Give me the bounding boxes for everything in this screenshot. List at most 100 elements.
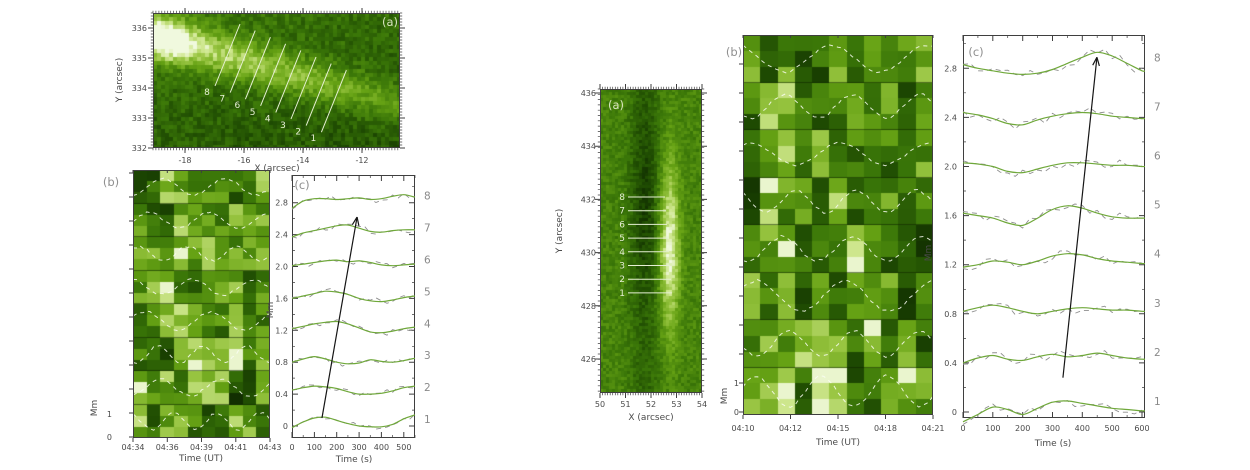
x-axis-label: Time (s): [335, 455, 373, 465]
slit-number: 6: [235, 101, 241, 111]
propagation-arrow-head: [1096, 57, 1100, 67]
curve-number: 4: [424, 318, 431, 330]
light-curve-smooth: [962, 111, 1146, 126]
axis-major-ticks: [739, 35, 934, 419]
x-axis-label: X (arcsec): [628, 413, 673, 423]
axis-minor-ticks: [292, 175, 416, 438]
y-axis-label: Mm: [924, 245, 934, 262]
tick-label: 04:34: [121, 443, 144, 452]
panel-label-c: (c): [294, 178, 309, 192]
slit-number: 7: [619, 207, 625, 217]
x-axis-label: Time (UT): [178, 454, 223, 464]
tick-label: 04:43: [258, 443, 281, 452]
tick-label: 434: [581, 142, 596, 151]
tick-label: 1.2: [944, 261, 957, 270]
axis-minor-ticks: [150, 10, 403, 151]
tick-label: 200: [1015, 424, 1030, 433]
tick-label: 2.4: [944, 113, 957, 122]
tick-label: 333: [132, 114, 147, 123]
light-curve-raw-dashed: [962, 203, 1143, 229]
tick-label: 300: [1045, 424, 1060, 433]
curve-number: 5: [424, 286, 431, 298]
tick-label: 2.8: [944, 64, 957, 73]
tick-label: 500: [1105, 424, 1120, 433]
curve-number: 3: [424, 350, 431, 362]
slit-number: 3: [619, 262, 625, 272]
tick-label: 0: [107, 433, 112, 442]
tick-label: -16: [237, 156, 250, 165]
curve-number: 7: [1154, 101, 1161, 113]
tick-label: 500: [396, 443, 411, 452]
slit-number: 6: [619, 220, 625, 230]
slit-number: 4: [619, 248, 625, 258]
tick-label: 200: [329, 443, 344, 452]
light-curve-raw-dashed: [291, 319, 416, 336]
tick-label: 2.4: [275, 231, 288, 240]
slit-number: 8: [619, 193, 625, 203]
tick-label: 51: [620, 400, 630, 409]
oscillation-dashed-track: [132, 278, 271, 297]
y-axis-label: Mm: [266, 302, 276, 319]
tick-label: 1.6: [944, 212, 957, 221]
panel-frame: [292, 175, 415, 438]
panel-label-c: (c): [968, 45, 983, 59]
tick-label: 0: [952, 408, 957, 417]
tick-label: 04:39: [190, 443, 213, 452]
slit-number: 2: [619, 275, 625, 285]
tick-label: 336: [132, 24, 147, 33]
tick-label: 0.8: [275, 358, 288, 367]
axis-major-ticks: [595, 84, 707, 398]
oscillation-dashed-track: [742, 374, 934, 408]
panel-frame: [600, 89, 702, 393]
propagation-arrow: [1062, 57, 1098, 378]
right-context-image: [600, 89, 702, 393]
tick-label: 428: [581, 302, 596, 311]
tick-label: 400: [374, 443, 389, 452]
slit-line: [229, 30, 256, 93]
panel-frame: [133, 170, 270, 438]
oscillation-dashed-track: [742, 188, 934, 214]
tick-label: 04:41: [224, 443, 247, 452]
tick-label: 50: [595, 400, 605, 409]
propagation-arrow: [321, 216, 358, 419]
light-curve-raw-dashed: [291, 414, 416, 430]
curve-number: 8: [1154, 52, 1161, 64]
curve-number: 1: [1154, 396, 1161, 408]
panel-label-b: (b): [726, 45, 742, 59]
tick-label: 1.2: [275, 326, 288, 335]
oscillation-dashed-track: [132, 411, 271, 431]
light-curve-smooth: [291, 355, 416, 365]
tick-label: 0.4: [275, 390, 288, 399]
slit-number: 5: [250, 108, 256, 118]
curve-number: 1: [424, 414, 431, 426]
axis-minor-ticks: [597, 86, 705, 396]
tick-label: 430: [581, 249, 596, 258]
light-curve-smooth: [291, 320, 416, 334]
tick-label: -14: [296, 156, 309, 165]
light-curve-raw-dashed: [962, 303, 1143, 317]
x-axis-label: Time (s): [1034, 439, 1072, 449]
oscillation-dashed-track: [132, 177, 271, 197]
tick-label: 1: [734, 379, 739, 388]
tick-label: 0: [289, 443, 294, 452]
tick-label: 2.0: [275, 263, 288, 272]
curve-number: 4: [1154, 249, 1161, 261]
propagation-arrow-head: [1092, 56, 1098, 66]
propagation-arrow-head: [351, 216, 358, 226]
curve-number: 7: [424, 223, 431, 235]
tick-label: 04:21: [921, 424, 944, 433]
oscillation-dashed-track: [742, 92, 934, 120]
tick-label: -12: [355, 156, 368, 165]
slit-number: 5: [619, 234, 625, 244]
tick-label: 436: [581, 89, 596, 98]
tick-label: 54: [697, 400, 707, 409]
oscillation-dashed-track: [742, 329, 934, 358]
tick-label: 0: [734, 408, 739, 417]
slit-line: [305, 63, 332, 126]
light-curve-smooth: [962, 205, 1145, 227]
tick-label: 53: [671, 400, 681, 409]
y-axis-label: Y (arcsec): [555, 209, 565, 255]
axis-major-ticks: [962, 35, 1145, 418]
panel-label-a: (a): [382, 15, 398, 29]
light-curve-smooth: [291, 194, 416, 209]
